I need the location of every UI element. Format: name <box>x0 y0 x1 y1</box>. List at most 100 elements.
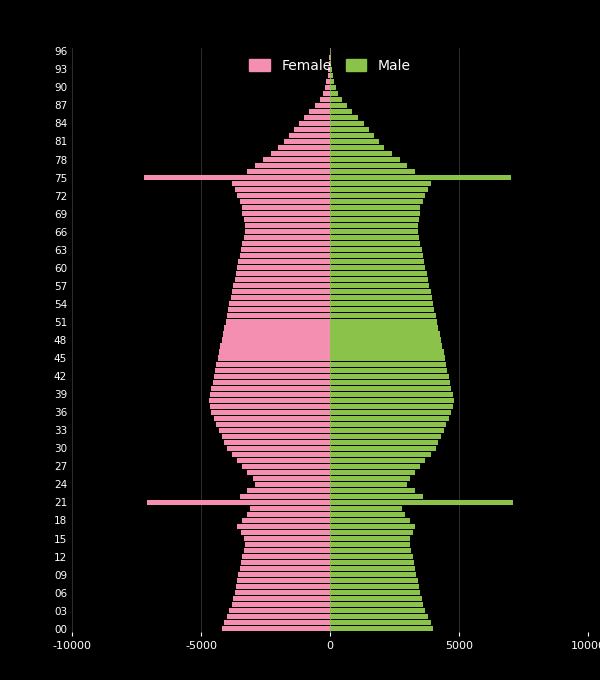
Bar <box>237 193 330 198</box>
Bar <box>232 289 330 294</box>
Bar <box>330 193 425 198</box>
Bar <box>242 554 330 559</box>
Bar <box>330 211 420 216</box>
Bar <box>330 145 384 150</box>
Bar <box>217 422 330 427</box>
Bar <box>224 326 330 330</box>
Bar <box>329 61 330 66</box>
Bar <box>330 542 410 547</box>
Bar <box>223 331 330 337</box>
Bar <box>330 566 415 571</box>
Bar <box>330 548 411 553</box>
Bar <box>330 620 431 626</box>
Bar <box>330 187 428 192</box>
Bar <box>241 530 330 535</box>
Bar <box>212 379 330 385</box>
Bar <box>330 428 443 432</box>
Bar <box>330 398 454 403</box>
Bar <box>330 223 418 228</box>
Bar <box>237 458 330 463</box>
Bar <box>284 139 330 144</box>
Bar <box>232 181 330 186</box>
Bar <box>330 139 379 144</box>
Bar <box>330 536 410 541</box>
Bar <box>330 512 405 517</box>
Bar <box>271 151 330 156</box>
Bar <box>330 320 437 324</box>
Bar <box>236 584 330 590</box>
Bar <box>330 163 407 168</box>
Bar <box>330 464 420 469</box>
Bar <box>330 524 415 529</box>
Bar <box>211 386 330 391</box>
Bar <box>330 169 415 174</box>
Bar <box>209 398 330 403</box>
Bar <box>240 199 330 204</box>
Bar <box>245 229 330 235</box>
Bar <box>330 115 358 120</box>
Bar <box>240 566 330 571</box>
Bar <box>226 320 330 324</box>
Bar <box>220 343 330 349</box>
Bar <box>218 356 330 360</box>
Bar <box>242 518 330 523</box>
Bar <box>330 259 424 265</box>
Bar <box>330 109 352 114</box>
Bar <box>330 175 511 180</box>
Bar <box>330 331 440 337</box>
Bar <box>221 434 330 439</box>
Bar <box>233 284 330 288</box>
Bar <box>330 121 364 126</box>
Bar <box>330 313 436 318</box>
Bar <box>330 157 400 162</box>
Bar <box>330 307 434 313</box>
Bar <box>330 422 446 427</box>
Bar <box>330 404 452 409</box>
Bar <box>235 187 330 192</box>
Bar <box>227 313 330 318</box>
Bar <box>263 157 330 162</box>
Bar <box>330 572 416 577</box>
Bar <box>330 205 420 210</box>
Bar <box>330 127 368 132</box>
Bar <box>330 392 452 396</box>
Bar <box>330 488 415 493</box>
Bar <box>330 386 451 391</box>
Bar <box>330 596 422 601</box>
Bar <box>244 235 330 240</box>
Bar <box>255 482 330 487</box>
Bar <box>144 175 330 180</box>
Bar <box>238 259 330 265</box>
Bar <box>235 277 330 282</box>
Bar <box>247 512 330 517</box>
Bar <box>253 476 330 481</box>
Bar <box>330 350 443 354</box>
Bar <box>330 97 341 102</box>
Bar <box>330 518 410 523</box>
Bar <box>215 367 330 373</box>
Bar <box>330 301 433 307</box>
Bar <box>237 578 330 583</box>
Bar <box>330 440 439 445</box>
Bar <box>330 90 338 96</box>
Bar <box>235 590 330 595</box>
Bar <box>330 554 413 559</box>
Bar <box>330 602 423 607</box>
Bar <box>232 602 330 607</box>
Bar <box>330 482 407 487</box>
Bar <box>227 445 330 451</box>
Bar <box>242 464 330 469</box>
Bar <box>330 343 442 349</box>
Bar <box>330 445 436 451</box>
Bar <box>219 350 330 354</box>
Bar <box>330 614 428 619</box>
Bar <box>330 560 414 565</box>
Bar <box>330 73 332 78</box>
Bar <box>330 608 425 613</box>
Bar <box>224 620 330 626</box>
Bar <box>328 67 330 72</box>
Bar <box>230 295 330 301</box>
Bar <box>247 488 330 493</box>
Bar <box>330 284 430 288</box>
Bar <box>227 614 330 619</box>
